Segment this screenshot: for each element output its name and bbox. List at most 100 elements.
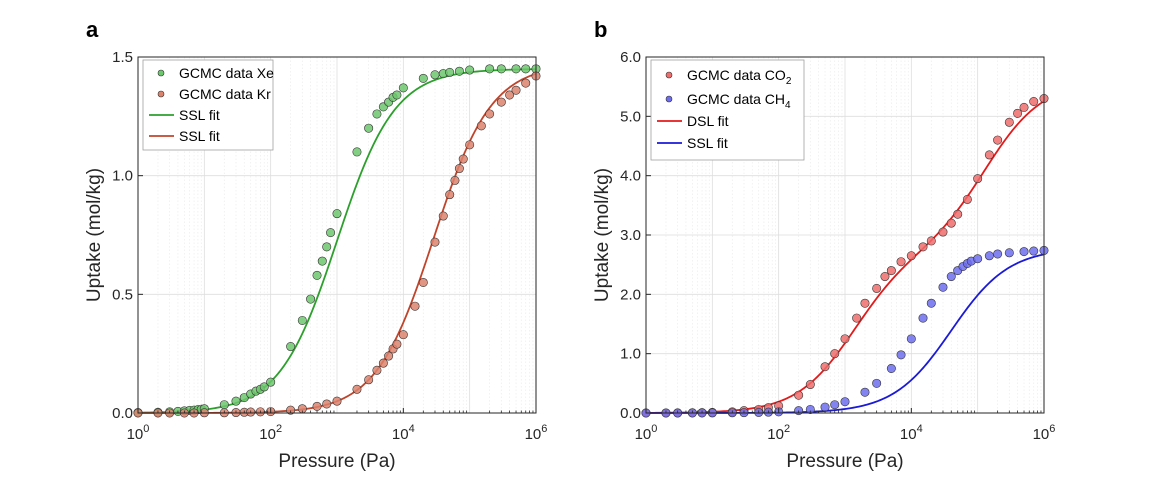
data-point [946,218,956,228]
data-point [1004,248,1014,258]
data-point [364,123,374,133]
panel-letter: a [86,17,99,42]
data-point [496,97,506,107]
data-point [918,242,928,252]
data-point [332,209,342,219]
data-point [430,70,440,80]
data-point [946,272,956,282]
data-point [286,342,296,352]
axes-frame [137,56,537,414]
data-point [418,277,428,287]
x-tick-label: 104 [392,423,415,443]
data-point [805,404,815,414]
data-point [378,358,388,368]
data-point [1013,108,1023,118]
data-point [326,228,336,238]
data-point [1019,102,1029,112]
legend-box [650,59,805,161]
legend-box [142,59,274,151]
data-point [896,257,906,267]
legend-marker [157,90,165,98]
data-point [805,380,815,390]
data-point [830,349,840,359]
data-point [926,298,936,308]
data-point [886,363,896,373]
y-tick-label: 0.0 [620,405,641,422]
x-tick-label: 102 [259,423,282,443]
x-tick-label: 106 [1033,423,1056,443]
data-point [454,66,464,76]
x-tick-label: 100 [127,423,150,443]
data-point [266,377,276,387]
y-tick-label: 4.0 [620,168,641,185]
data-point [953,209,963,219]
legend-entry: SSL fit [687,135,728,151]
data-point [392,339,402,349]
data-point [521,64,531,74]
data-point [445,67,455,77]
x-tick-label: 100 [635,423,658,443]
panel-b: 100 102 104 106 0.0 1.0 2.0 3.0 4.0 5.0 6.0 Pressur… [592,17,1055,472]
legend-entry: GCMC data CO2 [687,67,792,87]
data-point [830,400,840,410]
data-point [973,254,983,264]
data-point [476,121,486,131]
data-point [317,256,327,266]
data-point [332,396,342,406]
legend-entry: DSL fit [687,113,729,129]
data-point [259,382,269,392]
legend: GCMC data Xe GCMC data Kr SSL fit SSL fit [142,59,274,151]
data-point [450,175,460,185]
y-axis-label: Uptake (mol/kg) [592,168,613,302]
data-point [418,73,428,83]
data-point [938,227,948,237]
data-point [312,401,322,411]
y-tick-label: 0.0 [112,405,133,422]
data-point [219,400,229,410]
x-tick-label: 106 [525,423,548,443]
y-tick-label: 1.5 [112,49,133,66]
y-tick-label: 1.0 [620,346,641,363]
legend-marker [665,95,673,103]
data-point [918,313,928,323]
data-point [860,298,870,308]
data-point [372,365,382,375]
data-point [485,109,495,119]
data-point [926,236,936,246]
data-point [286,405,296,415]
data-point [840,334,850,344]
data-point [458,154,468,164]
y-tick-label: 0.5 [112,286,133,303]
data-point [496,64,506,74]
legend: GCMC data CO2 GCMC data CH4 DSL fit SSL fit [650,59,805,161]
legend-entry: GCMC data CH4 [687,91,791,111]
data-point [521,78,531,88]
data-point [465,140,475,150]
legend-entry: GCMC data Xe [179,65,274,81]
data-point [352,384,362,394]
data-point [372,109,382,119]
panel-letter: b [594,17,607,42]
x-tick-label: 102 [767,423,790,443]
data-point [445,190,455,200]
data-point [485,64,495,74]
data-point [430,237,440,247]
legend-marker [665,71,673,79]
data-point [384,351,394,361]
data-point [364,375,374,385]
x-tick-label: 104 [900,423,923,443]
data-point [1029,246,1039,256]
data-point [896,350,906,360]
data-point [1029,97,1039,107]
data-point [312,270,322,280]
y-tick-label: 1.0 [112,168,133,185]
data-point [984,150,994,160]
panel-a: 100 102 104 106 0.0 0.5 1.0 1.5 Pressure (Pa) Upt… [84,17,547,472]
legend-entry: SSL fit [179,107,220,123]
data-point [505,90,515,100]
data-point [840,397,850,407]
data-point [231,396,241,406]
data-point [322,399,332,409]
y-tick-label: 3.0 [620,227,641,244]
